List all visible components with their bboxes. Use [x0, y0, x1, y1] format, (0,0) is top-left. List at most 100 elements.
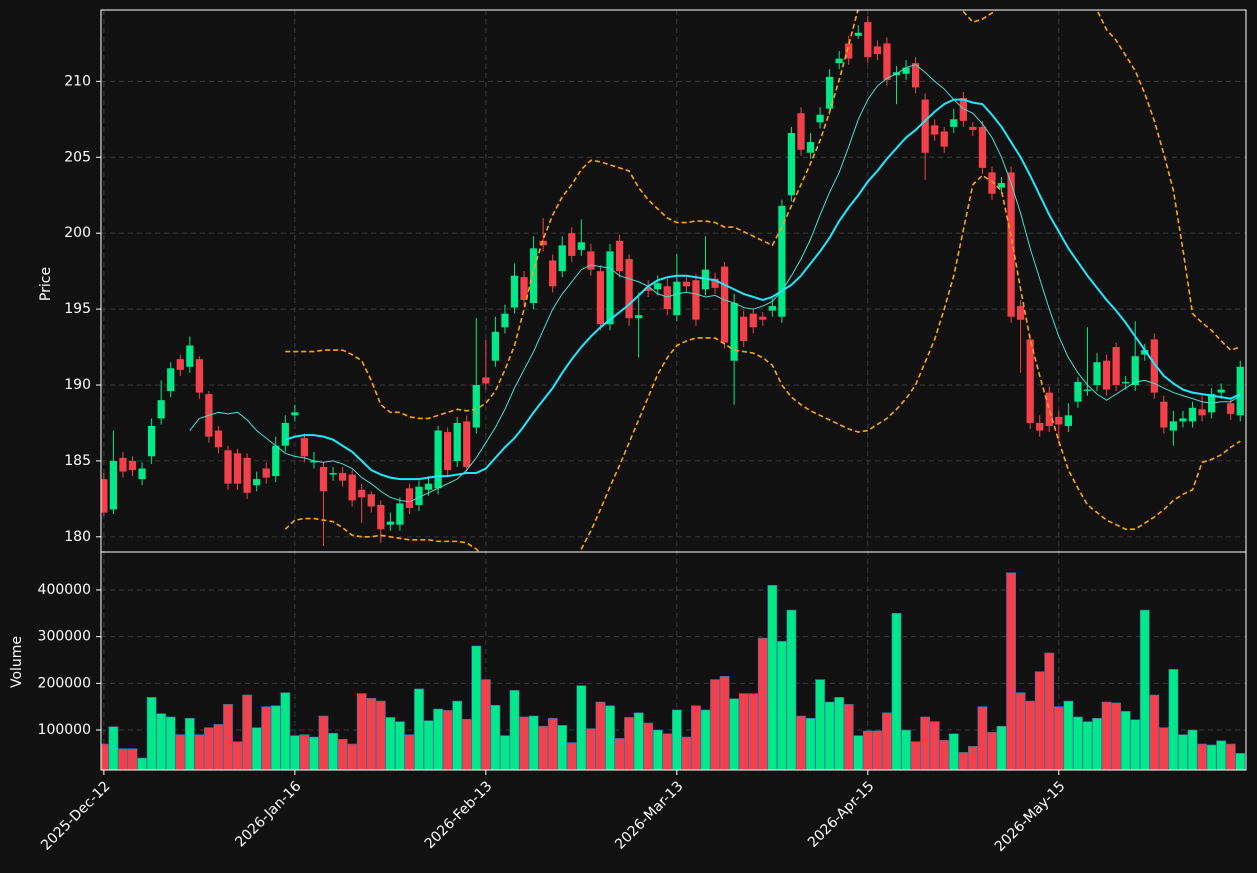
- y-tick-label: 205: [64, 149, 91, 165]
- volume-bar: [423, 720, 434, 770]
- candle-body: [1217, 389, 1225, 393]
- volume-bar: [127, 748, 138, 770]
- volume-bar: [700, 709, 711, 770]
- volume-bar: [309, 736, 319, 770]
- volume-bar: [977, 706, 988, 770]
- volume-bar: [595, 701, 606, 770]
- candle-body: [501, 313, 509, 328]
- volume-bar: [261, 706, 272, 770]
- volume-bar: [242, 694, 252, 770]
- volume-bar: [805, 718, 816, 770]
- volume-bar: [442, 710, 453, 770]
- y-tick-label: 210: [64, 73, 91, 89]
- candle-body: [577, 242, 585, 250]
- volume-bar: [1034, 671, 1045, 770]
- volume-bar: [118, 748, 128, 770]
- volume-bar: [490, 704, 501, 770]
- candle-body: [959, 98, 967, 121]
- candle-body: [195, 359, 203, 393]
- candle-body: [1102, 360, 1111, 390]
- volume-bar: [1206, 744, 1217, 770]
- volume-bar: [614, 738, 625, 770]
- candle-body: [1227, 403, 1235, 414]
- volume-bar: [996, 725, 1007, 770]
- candle-body: [338, 473, 347, 481]
- candle-body: [826, 76, 834, 109]
- volume-bar: [213, 724, 224, 770]
- candle-body: [1007, 172, 1015, 317]
- volume-bar: [786, 609, 797, 770]
- volume-bar: [834, 697, 845, 770]
- candle-body: [253, 479, 261, 486]
- candle-body: [1017, 306, 1025, 320]
- candle-body: [787, 132, 796, 196]
- candle-body: [367, 494, 375, 507]
- volume-bar: [1053, 706, 1064, 770]
- candle-body: [864, 22, 872, 58]
- candle-body: [1074, 381, 1082, 402]
- y-tick-label: 100000: [38, 722, 91, 738]
- candle-body: [1026, 339, 1034, 423]
- volume-bar: [404, 734, 415, 770]
- volume-bar: [204, 727, 214, 770]
- y-tick-label: 300000: [38, 629, 91, 645]
- volume-bar: [347, 743, 358, 770]
- candle-body: [1064, 415, 1073, 426]
- candle-body: [529, 248, 538, 304]
- candle-body: [1112, 347, 1120, 385]
- volume-bar: [270, 705, 281, 770]
- candle-body: [902, 67, 910, 74]
- volume-bar: [681, 736, 692, 770]
- volume-bar: [146, 697, 157, 770]
- candle-body: [262, 468, 270, 478]
- volume-bar: [1101, 701, 1112, 770]
- candle-body: [101, 479, 108, 513]
- volume-bar: [557, 725, 568, 770]
- volume-bar: [194, 734, 205, 770]
- volume-bar: [1139, 609, 1150, 770]
- volume-bar: [461, 718, 472, 770]
- volume-bar: [1025, 700, 1036, 770]
- candle-body: [625, 258, 633, 319]
- candle-body: [491, 331, 500, 361]
- candle-body: [587, 251, 595, 270]
- candle-body: [615, 240, 624, 272]
- volume-bar: [137, 757, 147, 770]
- volume-bar: [671, 709, 682, 770]
- volume-bar: [280, 692, 291, 770]
- volume-bar: [1197, 743, 1207, 770]
- volume-bar: [662, 733, 673, 770]
- candle-body: [978, 126, 987, 168]
- candle-body: [147, 425, 156, 457]
- volume-bar: [605, 705, 615, 770]
- candle-body: [176, 359, 184, 370]
- candle-body: [520, 277, 528, 300]
- overlay-line: [189, 64, 1241, 503]
- candle-body: [510, 275, 519, 308]
- candle-body: [482, 377, 490, 384]
- candle-body: [911, 63, 920, 88]
- volume-bar: [910, 741, 921, 770]
- volume-bar: [824, 701, 835, 770]
- y-tick-label: 185: [64, 453, 91, 469]
- candle-body: [109, 460, 118, 510]
- candle-body: [720, 266, 729, 343]
- candle-body: [319, 466, 328, 492]
- candle-body: [1169, 421, 1178, 431]
- volume-bar: [633, 712, 644, 770]
- candle-body: [167, 368, 175, 392]
- candle-body: [386, 521, 394, 525]
- candle-body: [740, 316, 748, 341]
- candle-body: [883, 43, 891, 80]
- volume-bar: [156, 713, 167, 770]
- volume-bar: [939, 739, 950, 770]
- candle-body: [558, 245, 566, 272]
- volume-bar: [299, 734, 310, 770]
- volume-bar: [853, 735, 864, 770]
- candle-body: [835, 58, 843, 64]
- volume-bar: [184, 718, 195, 770]
- volume-bar: [375, 700, 386, 770]
- volume-bar: [586, 728, 596, 770]
- candle-body: [243, 457, 251, 493]
